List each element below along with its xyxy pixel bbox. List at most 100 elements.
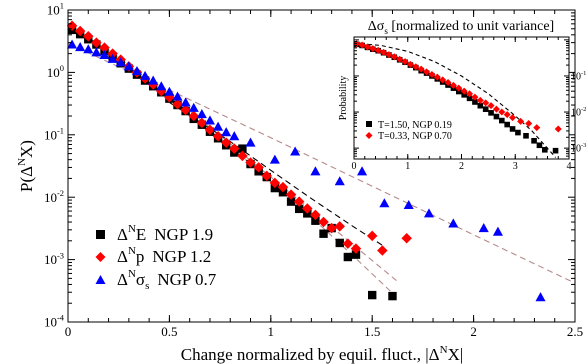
main-point-series-0: [343, 252, 353, 262]
main-point-series-0: [286, 197, 296, 206]
main-x-tick-label: 0: [65, 324, 72, 339]
main-point-series-0: [335, 238, 344, 248]
main-point-series-1: [180, 104, 191, 116]
inset-x-tick-label: 2: [459, 161, 464, 172]
main-point-series-2: [131, 66, 142, 76]
main-point-series-2: [99, 49, 110, 60]
inset-x-tick-label: 1: [405, 161, 410, 172]
main-x-tick-label: 0.5: [161, 324, 177, 339]
main-point-series-1: [229, 143, 240, 154]
main-point-series-1: [99, 42, 110, 53]
inset-point-series-1: [554, 125, 562, 133]
inset-point-series-1: [492, 105, 500, 113]
main-point-series-2: [423, 208, 435, 218]
main-point-series-0: [270, 183, 280, 193]
inset-x-tick-label: 0: [352, 161, 357, 172]
main-y-tick-label: 101: [47, 1, 64, 18]
main-point-series-2: [245, 137, 256, 147]
inset-title: Δσs [normalized to unit variance]: [368, 19, 554, 36]
inset-point-series-1: [517, 117, 525, 125]
y-axis-label: P(ΔNX): [16, 140, 36, 192]
inset-fit-lines: [353, 42, 557, 158]
inset-chart: 0 1 2 3 4 10-3 10-2 10-1 Δσs [normalized to uni…: [338, 19, 586, 172]
main-point-series-0: [238, 144, 247, 153]
inset-point-series-0: [461, 92, 467, 98]
inset-point-series-1: [423, 68, 431, 76]
inset-point-series-0: [472, 99, 478, 105]
inset-point-series-0: [493, 113, 500, 120]
inset-point-series-1: [396, 55, 404, 63]
inset-point-series-0: [515, 129, 521, 136]
inset-legend-marker-low-t: [365, 132, 373, 139]
main-point-series-2: [91, 47, 102, 57]
main-point-series-2: [75, 41, 86, 52]
inset-point-series-1: [433, 73, 441, 81]
main-point-series-2: [172, 91, 183, 101]
inset-point-series-0: [466, 95, 473, 102]
main-point-series-1: [74, 25, 86, 37]
main-point-series-1: [196, 117, 208, 129]
inset-legend-label-low-t: T=0.33, NGP 0.70: [378, 131, 452, 142]
inset-point-series-0: [488, 110, 494, 116]
main-plot-frame: [67, 9, 576, 323]
main-point-series-1: [310, 209, 321, 221]
inset-point-series-1: [428, 70, 436, 78]
main-point-series-2: [140, 70, 151, 80]
legend-label-pressure: ΔNp NGP 1.2: [117, 245, 211, 266]
main-point-series-0: [351, 250, 361, 259]
main-point-series-2: [213, 121, 224, 131]
inset-point-series-1: [401, 58, 409, 66]
main-point-series-1: [277, 181, 289, 193]
inset-point-series-0: [536, 142, 543, 149]
main-point-series-1: [245, 157, 256, 168]
inset-point-series-1: [369, 45, 377, 53]
inset-point-series-0: [542, 146, 548, 153]
legend-marker-energy: [96, 230, 105, 239]
inset-legend-marker-high-t: [366, 121, 372, 127]
inset-point-series-0: [504, 121, 510, 128]
inset-point-series-0: [499, 117, 505, 124]
main-legend: ΔNE NGP 1.9 ΔNp NGP 1.2 ΔNσs NGP 0.7: [95, 223, 217, 292]
main-point-series-2: [123, 61, 134, 71]
main-x-tick-label: 1: [268, 324, 275, 339]
main-point-series-1: [212, 130, 224, 142]
inset-point-series-1: [412, 63, 420, 71]
main-point-series-1: [318, 216, 329, 228]
main-point-series-1: [269, 177, 281, 189]
main-point-series-2: [67, 39, 78, 49]
inset-point-series-1: [482, 99, 490, 107]
inset-point-series-1: [476, 96, 484, 104]
inset-point-series-1: [406, 60, 414, 68]
main-point-series-2: [269, 154, 280, 164]
main-point-series-2: [107, 53, 118, 63]
legend-marker-stress: [95, 275, 106, 284]
main-point-series-1: [342, 238, 354, 249]
main-point-series-2: [448, 218, 459, 228]
inset-point-series-1: [363, 43, 371, 51]
main-point-series-1: [366, 230, 378, 242]
main-point-series-2: [357, 166, 368, 176]
inset-y-axis-label: Probability: [338, 76, 349, 120]
inset-point-series-0: [531, 137, 537, 144]
main-point-series-2: [229, 131, 240, 141]
inset-legend-label-high-t: T=1.50, NGP 0.19: [378, 120, 452, 131]
main-point-series-2: [221, 127, 232, 137]
main-point-series-1: [261, 170, 272, 182]
main-point-series-1: [293, 196, 305, 207]
inset-point-series-1: [444, 78, 452, 86]
inset-point-series-1: [374, 46, 382, 54]
inset-point-series-0: [509, 126, 516, 132]
main-point-series-1: [326, 222, 337, 234]
inset-point-series-0: [482, 106, 489, 112]
main-point-series-2: [403, 199, 414, 210]
main-point-series-1: [172, 98, 183, 110]
main-point-series-1: [83, 30, 94, 42]
inset-point-series-1: [385, 51, 393, 59]
inset-x-tick-label: 3: [513, 161, 518, 172]
inset-point-series-1: [509, 114, 517, 122]
main-point-series-1: [107, 48, 118, 59]
inset-point-series-1: [533, 124, 541, 132]
main-point-series-2: [535, 292, 546, 302]
main-point-series-2: [492, 226, 503, 236]
main-point-series-2: [196, 109, 207, 119]
